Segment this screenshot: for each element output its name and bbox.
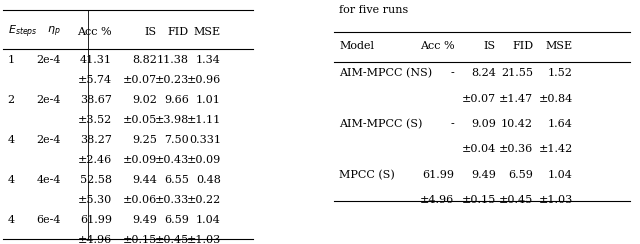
Text: 2: 2 <box>8 95 15 105</box>
Text: MSE: MSE <box>194 27 221 37</box>
Text: ±1.03: ±1.03 <box>186 235 221 244</box>
Text: ±1.42: ±1.42 <box>538 144 573 154</box>
Text: 9.49: 9.49 <box>132 215 157 225</box>
Text: ±0.04: ±0.04 <box>461 144 496 154</box>
Text: 6e-4: 6e-4 <box>36 215 61 225</box>
Text: ±0.96: ±0.96 <box>186 75 221 85</box>
Text: ±0.09: ±0.09 <box>122 155 157 165</box>
Text: 1.04: 1.04 <box>548 170 573 180</box>
Text: 0.48: 0.48 <box>196 175 221 185</box>
Text: MPCC (S): MPCC (S) <box>339 170 395 180</box>
Text: 9.09: 9.09 <box>471 119 496 129</box>
Text: ±0.23: ±0.23 <box>154 75 189 85</box>
Text: ±0.07: ±0.07 <box>462 94 496 103</box>
Text: ±4.96: ±4.96 <box>77 235 112 244</box>
Text: AIM-MPCC (S): AIM-MPCC (S) <box>339 119 422 129</box>
Text: 61.99: 61.99 <box>80 215 112 225</box>
Text: 1: 1 <box>8 55 15 65</box>
Text: 52.58: 52.58 <box>80 175 112 185</box>
Text: ±0.43: ±0.43 <box>154 155 189 165</box>
Text: 38.67: 38.67 <box>80 95 112 105</box>
Text: 6.59: 6.59 <box>508 170 533 180</box>
Text: ±3.98: ±3.98 <box>154 115 189 125</box>
Text: ±0.15: ±0.15 <box>122 235 157 244</box>
Text: $E_{steps}$: $E_{steps}$ <box>8 23 37 40</box>
Text: FID: FID <box>168 27 189 37</box>
Text: -: - <box>451 68 454 78</box>
Text: 4: 4 <box>8 135 15 145</box>
Text: ±3.52: ±3.52 <box>77 115 112 125</box>
Text: 2e-4: 2e-4 <box>36 135 61 145</box>
Text: 1.52: 1.52 <box>548 68 573 78</box>
Text: Model: Model <box>339 41 374 51</box>
Text: ±0.45: ±0.45 <box>154 235 189 244</box>
Text: ±0.22: ±0.22 <box>186 195 221 205</box>
Text: IS: IS <box>484 41 496 51</box>
Text: 41.31: 41.31 <box>80 55 112 65</box>
Text: ±0.45: ±0.45 <box>499 195 533 205</box>
Text: ±0.15: ±0.15 <box>461 195 496 205</box>
Text: Acc %: Acc % <box>77 27 112 37</box>
Text: 4: 4 <box>8 215 15 225</box>
Text: ±0.84: ±0.84 <box>538 94 573 103</box>
Text: ±5.30: ±5.30 <box>77 195 112 205</box>
Text: for five runs: for five runs <box>339 5 408 15</box>
Text: ±0.33: ±0.33 <box>154 195 189 205</box>
Text: 4e-4: 4e-4 <box>36 175 61 185</box>
Text: 1.04: 1.04 <box>196 215 221 225</box>
Text: -: - <box>451 119 454 129</box>
Text: ±4.96: ±4.96 <box>420 195 454 205</box>
Text: $\eta_p$: $\eta_p$ <box>47 24 61 39</box>
Text: ±1.03: ±1.03 <box>538 195 573 205</box>
Text: ±2.46: ±2.46 <box>77 155 112 165</box>
Text: 21.55: 21.55 <box>501 68 533 78</box>
Text: 0.331: 0.331 <box>189 135 221 145</box>
Text: ±0.36: ±0.36 <box>499 144 533 154</box>
Text: 38.27: 38.27 <box>80 135 112 145</box>
Text: MSE: MSE <box>546 41 573 51</box>
Text: 6.59: 6.59 <box>164 215 189 225</box>
Text: ±0.05: ±0.05 <box>122 115 157 125</box>
Text: 6.55: 6.55 <box>164 175 189 185</box>
Text: Acc %: Acc % <box>420 41 454 51</box>
Text: 10.42: 10.42 <box>501 119 533 129</box>
Text: 7.50: 7.50 <box>164 135 189 145</box>
Text: 1.01: 1.01 <box>196 95 221 105</box>
Text: ±1.11: ±1.11 <box>186 115 221 125</box>
Text: ±5.74: ±5.74 <box>78 75 112 85</box>
Text: ±1.47: ±1.47 <box>499 94 533 103</box>
Text: AIM-MPCC (NS): AIM-MPCC (NS) <box>339 68 433 78</box>
Text: 61.99: 61.99 <box>422 170 454 180</box>
Text: 9.49: 9.49 <box>471 170 496 180</box>
Text: 9.02: 9.02 <box>132 95 157 105</box>
Text: ±0.07: ±0.07 <box>123 75 157 85</box>
Text: ±0.06: ±0.06 <box>122 195 157 205</box>
Text: 8.82: 8.82 <box>132 55 157 65</box>
Text: IS: IS <box>145 27 157 37</box>
Text: 2e-4: 2e-4 <box>36 95 61 105</box>
Text: 8.24: 8.24 <box>471 68 496 78</box>
Text: 1.34: 1.34 <box>196 55 221 65</box>
Text: 9.44: 9.44 <box>132 175 157 185</box>
Text: 9.25: 9.25 <box>132 135 157 145</box>
Text: 2e-4: 2e-4 <box>36 55 61 65</box>
Text: 1.64: 1.64 <box>548 119 573 129</box>
Text: FID: FID <box>512 41 533 51</box>
Text: 11.38: 11.38 <box>157 55 189 65</box>
Text: ±0.09: ±0.09 <box>186 155 221 165</box>
Text: 4: 4 <box>8 175 15 185</box>
Text: 9.66: 9.66 <box>164 95 189 105</box>
